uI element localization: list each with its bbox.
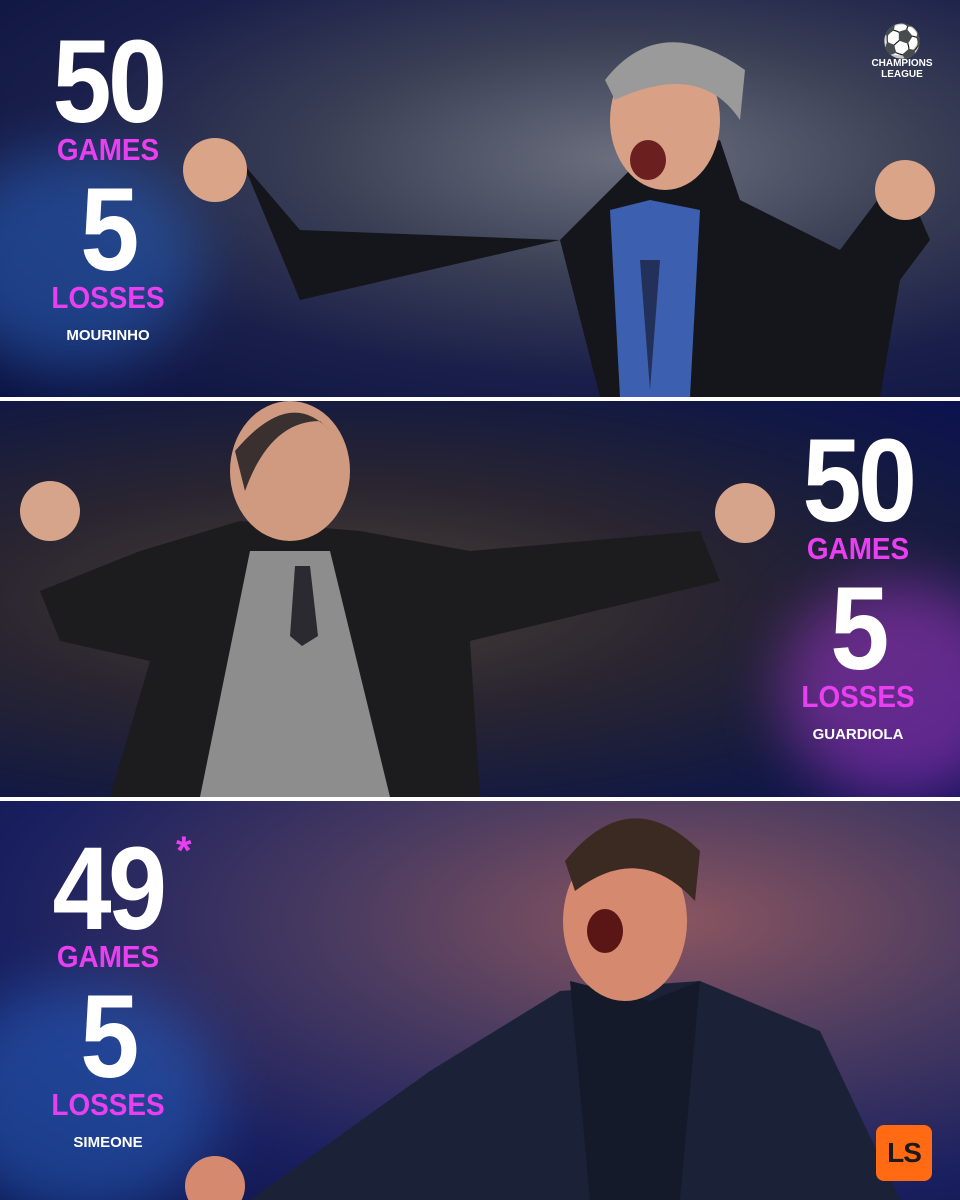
games-label: GAMES [56,939,160,974]
games-label: GAMES [806,531,910,566]
coach-photo-mourinho [183,42,935,397]
coach-panel-simeone: 49 GAMES 5 LOSSES SIMEONE * [0,801,960,1200]
livescore-logo: LS [876,1125,932,1181]
starball-icon: ⚽ [882,23,922,59]
games-label: GAMES [56,132,160,167]
losses-count: 5 [830,563,889,695]
coach-name: SIMEONE [73,1134,143,1151]
coach-photo-guardiola [20,401,775,797]
losses-label: LOSSES [51,1087,165,1122]
games-count: 49 [52,823,168,955]
stats-block: 49 GAMES 5 LOSSES SIMEONE [8,823,208,1153]
games-count: 50 [802,415,918,547]
coach-panel-guardiola: 50 GAMES 5 LOSSES GUARDIOLA [0,401,960,797]
losses-label: LOSSES [801,679,915,714]
coach-photo-simeone [185,818,900,1200]
games-footnote-asterisk: * [176,829,192,873]
coach-panel-mourinho: ⚽ CHAMPIONS LEAGUE 50 GAMES 5 LOSSES MOUR… [0,0,960,397]
stats-block: 50 GAMES 5 LOSSES GUARDIOLA [758,415,958,745]
champions-league-logo: ⚽ CHAMPIONS LEAGUE [860,24,944,80]
coach-name: GUARDIOLA [812,726,904,743]
losses-count: 5 [80,164,139,296]
losses-count: 5 [80,971,139,1103]
losses-label: LOSSES [51,280,165,315]
coach-name: MOURINHO [66,327,150,344]
games-count: 50 [52,16,168,148]
stats-block: 50 GAMES 5 LOSSES MOURINHO [8,16,208,346]
